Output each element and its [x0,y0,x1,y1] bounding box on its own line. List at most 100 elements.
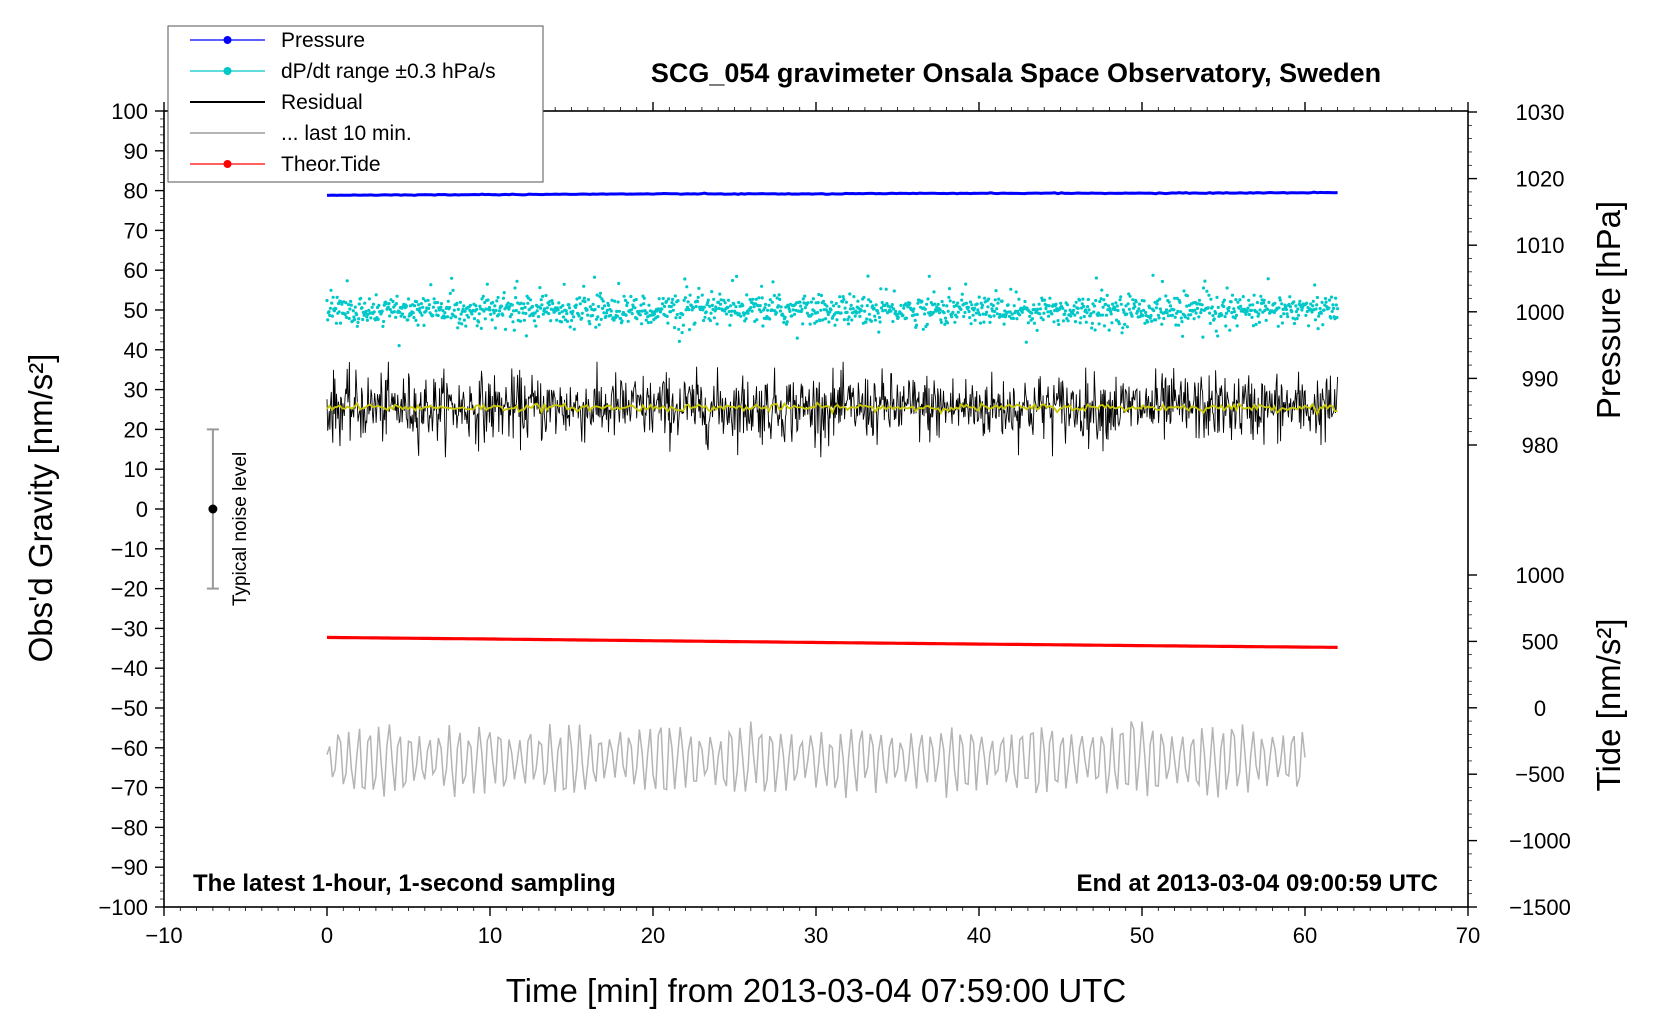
dpdt-point [714,307,719,311]
dpdt-point [873,314,877,318]
dpdt-point [464,324,468,328]
dpdt-point [424,309,428,313]
dpdt-point [595,293,599,297]
y-tick-label: −50 [111,696,148,721]
dpdt-point [832,304,836,308]
dpdt-point [416,323,420,327]
dpdt-point [772,293,777,298]
dpdt-point [1082,304,1086,308]
dpdt-point [710,290,714,294]
dpdt-point [1195,306,1200,310]
dpdt-point [1137,307,1141,311]
dpdt-point [580,311,584,315]
dpdt-point [459,312,463,316]
dpdt-point [879,306,884,310]
dpdt-point [683,277,687,281]
dpdt-point [334,307,338,311]
dpdt-point [852,295,856,299]
dpdt-point [956,310,960,314]
dpdt-point [1059,301,1063,305]
dpdt-point [617,309,622,313]
dpdt-point [356,320,360,324]
dpdt-point [1038,307,1043,311]
dpdt-point [590,313,595,318]
x-tick-label: −10 [145,923,182,948]
dpdt-point [388,307,392,312]
dpdt-point [656,315,660,319]
dpdt-point [853,314,857,318]
dpdt-point [610,298,614,302]
dpdt-point [555,318,559,322]
dpdt-point [1166,314,1171,318]
dpdt-point [1010,312,1014,316]
dpdt-point [1154,318,1158,322]
dpdt-point [881,309,885,313]
dpdt-point [1030,317,1034,321]
dpdt-point [363,301,367,305]
dpdt-point [365,318,369,322]
dpdt-point [1105,293,1109,297]
dpdt-point [920,299,924,303]
pressure-tick-label: 990 [1522,366,1559,391]
dpdt-point [665,299,669,303]
dpdt-point [937,311,942,315]
dpdt-point [1155,302,1159,306]
dpdt-point [649,320,653,324]
dpdt-point [960,292,964,296]
dpdt-point [687,308,691,312]
dpdt-point [1056,319,1060,323]
dpdt-point [520,307,525,311]
dpdt-point [1009,287,1013,291]
dpdt-point [860,304,864,308]
dpdt-point [1185,304,1189,308]
dpdt-point [547,303,551,307]
dpdt-point [1205,289,1209,293]
dpdt-point [785,320,789,324]
dpdt-point [850,318,854,322]
dpdt-point [460,309,464,314]
dpdt-point [878,320,882,324]
dpdt-point [360,306,364,310]
dpdt-point [1061,319,1065,323]
dpdt-point [755,318,759,322]
dpdt-point [1174,323,1178,327]
dpdt-point [665,314,669,318]
dpdt-point [1102,298,1106,302]
dpdt-point [448,291,452,295]
dpdt-point [793,312,797,316]
dpdt-point [671,308,675,312]
dpdt-point [426,298,430,302]
dpdt-point [710,303,715,307]
dpdt-point [334,321,338,325]
dpdt-point [1080,302,1084,306]
dpdt-point [397,344,401,348]
dpdt-point [877,330,881,334]
dpdt-point [800,307,804,311]
dpdt-point [855,311,859,315]
dpdt-point [1284,307,1288,312]
dpdt-point [517,311,521,315]
dpdt-point [825,304,829,308]
dpdt-point [441,309,445,313]
ticks-layer: −10 0 10 20 30 40 50 60 701009080706050403020100… [98,99,1570,948]
dpdt-point [564,309,568,313]
dpdt-point [615,309,619,313]
dpdt-point [347,316,351,321]
dpdt-point [980,303,985,307]
dpdt-point [697,286,701,290]
dpdt-point [549,319,553,323]
dpdt-point [1212,317,1216,321]
dpdt-point [700,305,704,309]
dpdt-point [981,312,985,316]
dpdt-point [1123,322,1127,326]
dpdt-point [510,303,514,307]
dpdt-point [349,299,353,303]
dpdt-point [732,302,736,306]
dpdt-point [939,318,943,322]
dpdt-point [865,317,869,321]
dpdt-point [1134,300,1138,304]
legend-box [167,25,544,183]
dpdt-point [833,323,837,327]
dpdt-point [975,302,979,306]
dpdt-point [526,296,531,300]
